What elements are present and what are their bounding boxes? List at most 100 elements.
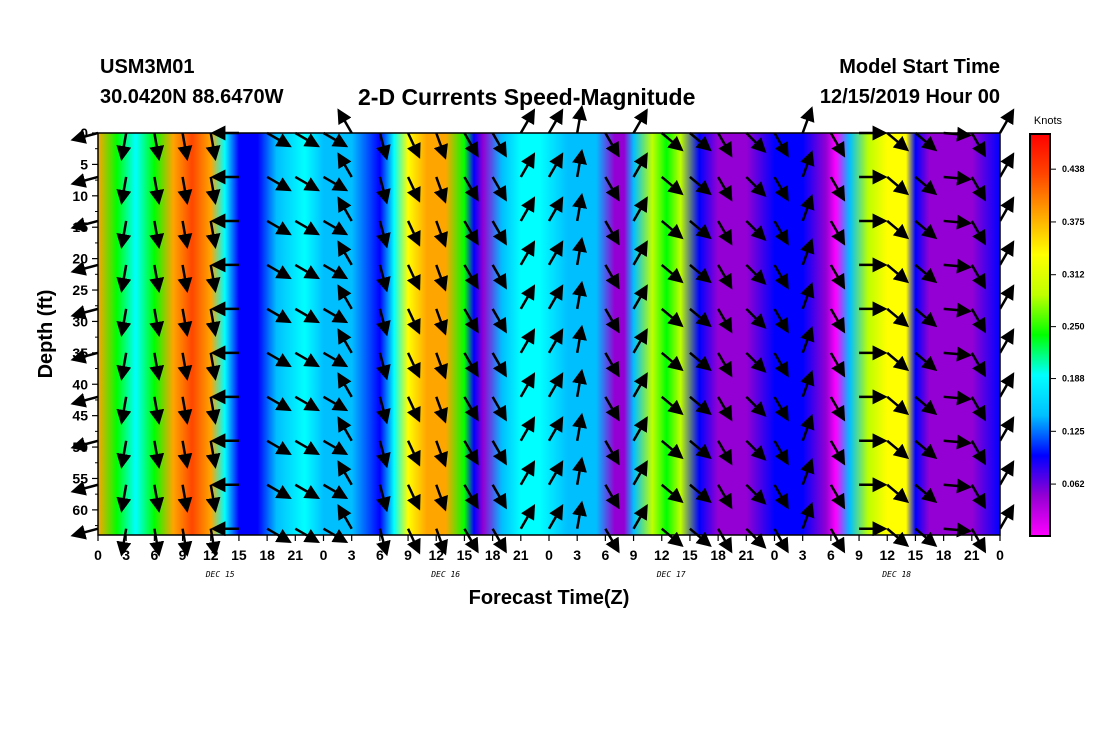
y-tick-label: 10 — [72, 188, 88, 204]
x-tick-label: 15 — [457, 547, 473, 563]
colorbar-tick-label: 0.438 — [1062, 164, 1085, 174]
current-vector — [322, 219, 349, 236]
current-vector — [632, 416, 648, 442]
current-vector — [294, 351, 320, 368]
current-vector — [717, 396, 733, 422]
x-tick-label: 12 — [203, 547, 219, 563]
current-vector — [800, 370, 815, 398]
current-vector — [632, 460, 648, 486]
current-vector — [70, 217, 99, 232]
current-vector — [632, 328, 648, 354]
current-vector — [886, 439, 910, 460]
current-vector — [547, 240, 564, 266]
current-vector — [376, 528, 391, 557]
current-vector — [604, 528, 620, 554]
current-vector — [943, 170, 973, 186]
current-vector — [433, 220, 448, 248]
speed-heatmap — [98, 133, 1000, 535]
current-vector — [463, 308, 479, 334]
current-vector — [829, 352, 846, 378]
current-vector — [886, 483, 910, 504]
x-tick-label: 9 — [630, 547, 638, 563]
current-vector — [998, 108, 1015, 134]
current-vector — [745, 351, 767, 373]
current-vector — [70, 261, 99, 276]
current-vector — [604, 352, 620, 378]
current-vector — [829, 396, 846, 422]
current-vector — [376, 352, 391, 381]
current-vector — [376, 484, 391, 513]
x-tick-label: 6 — [827, 547, 835, 563]
current-vector — [773, 484, 789, 510]
current-vector — [914, 307, 938, 328]
current-vector — [970, 528, 987, 554]
current-vector — [322, 483, 349, 499]
x-tick-label: 9 — [855, 547, 863, 563]
current-vector — [689, 307, 712, 328]
current-vector — [914, 395, 938, 416]
current-vector — [998, 196, 1015, 222]
current-vector — [266, 307, 292, 324]
current-vector — [632, 108, 648, 134]
current-vector — [294, 219, 320, 236]
current-vector — [800, 150, 815, 178]
colorbar-tick-label: 0.062 — [1062, 479, 1085, 489]
current-vector — [800, 194, 815, 222]
current-vector — [572, 456, 587, 485]
current-vector — [463, 264, 479, 290]
current-vector — [376, 396, 391, 425]
current-vector — [689, 439, 712, 460]
current-vector — [116, 308, 132, 337]
current-vector — [572, 236, 587, 266]
current-vector — [660, 483, 684, 504]
current-vector — [886, 527, 910, 548]
current-vector — [337, 372, 353, 398]
current-vector — [116, 220, 132, 250]
current-vector — [914, 527, 938, 548]
current-vector — [717, 132, 733, 158]
x-tick-label: 21 — [513, 547, 529, 563]
current-vector — [70, 305, 99, 320]
current-vector — [406, 132, 421, 159]
current-vector — [604, 264, 620, 290]
current-vector — [177, 220, 193, 250]
current-vector — [998, 284, 1015, 310]
current-vector — [689, 219, 712, 240]
current-vector — [376, 132, 391, 161]
current-vector — [914, 263, 938, 284]
current-vector — [998, 372, 1015, 398]
current-vector — [149, 440, 165, 469]
current-vector — [773, 396, 789, 422]
current-vector — [463, 220, 479, 246]
current-vector — [406, 396, 421, 423]
current-vector — [660, 176, 684, 196]
current-vector — [886, 176, 910, 196]
current-vector — [433, 396, 448, 424]
current-vector — [547, 284, 564, 310]
x-tick-label: 0 — [94, 547, 102, 563]
current-vector — [294, 307, 320, 324]
current-vector — [337, 284, 353, 310]
current-vector — [660, 219, 684, 240]
x-tick-label: 12 — [428, 547, 444, 563]
current-vector — [886, 219, 910, 240]
current-vector — [116, 176, 132, 206]
current-vector — [689, 483, 712, 504]
x-tick-label: 6 — [601, 547, 609, 563]
current-vector — [970, 484, 987, 510]
y-axis: 0 5 10 15 20 25 30 35 40 45 50 55 60 — [72, 125, 98, 527]
current-vector — [689, 132, 712, 152]
current-vector — [717, 484, 733, 510]
current-vector — [322, 307, 349, 324]
current-vector — [773, 132, 789, 158]
y-tick-label: 20 — [72, 251, 88, 267]
current-vector — [149, 132, 165, 162]
current-vector — [773, 440, 789, 466]
current-vector — [266, 351, 292, 368]
current-vector — [717, 440, 733, 466]
current-vector — [998, 152, 1015, 178]
current-vector — [660, 307, 684, 328]
y-tick-label: 60 — [72, 502, 88, 518]
x-tick-label: 9 — [179, 547, 187, 563]
current-vector — [943, 258, 973, 274]
